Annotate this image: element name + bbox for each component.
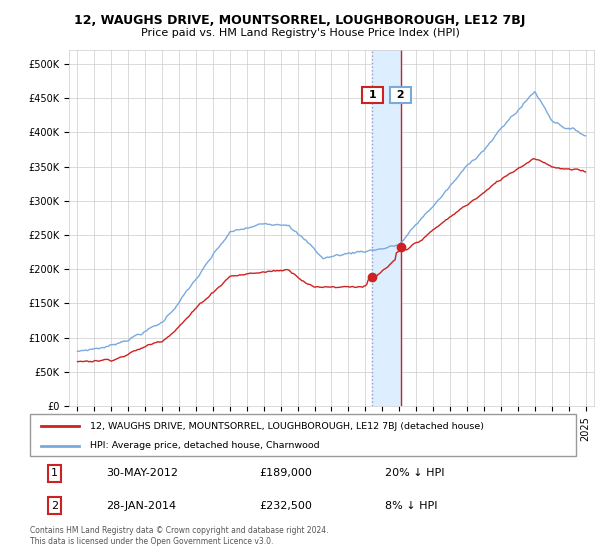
Text: 1: 1 xyxy=(51,468,58,478)
Text: 2: 2 xyxy=(51,501,58,511)
Text: Price paid vs. HM Land Registry's House Price Index (HPI): Price paid vs. HM Land Registry's House … xyxy=(140,28,460,38)
Text: 28-JAN-2014: 28-JAN-2014 xyxy=(106,501,176,511)
Text: 8% ↓ HPI: 8% ↓ HPI xyxy=(385,501,437,511)
Text: £232,500: £232,500 xyxy=(259,501,312,511)
Text: 1: 1 xyxy=(365,90,380,100)
Text: Contains HM Land Registry data © Crown copyright and database right 2024.
This d: Contains HM Land Registry data © Crown c… xyxy=(30,526,329,546)
Bar xyxy=(373,50,401,406)
Text: HPI: Average price, detached house, Charnwood: HPI: Average price, detached house, Char… xyxy=(90,441,320,450)
Text: 12, WAUGHS DRIVE, MOUNTSORREL, LOUGHBOROUGH, LE12 7BJ: 12, WAUGHS DRIVE, MOUNTSORREL, LOUGHBORO… xyxy=(74,14,526,27)
Text: 12, WAUGHS DRIVE, MOUNTSORREL, LOUGHBOROUGH, LE12 7BJ (detached house): 12, WAUGHS DRIVE, MOUNTSORREL, LOUGHBORO… xyxy=(90,422,484,431)
Text: 2: 2 xyxy=(393,90,409,100)
FancyBboxPatch shape xyxy=(30,414,576,456)
Text: 30-MAY-2012: 30-MAY-2012 xyxy=(106,468,178,478)
Text: 20% ↓ HPI: 20% ↓ HPI xyxy=(385,468,445,478)
Text: £189,000: £189,000 xyxy=(259,468,312,478)
